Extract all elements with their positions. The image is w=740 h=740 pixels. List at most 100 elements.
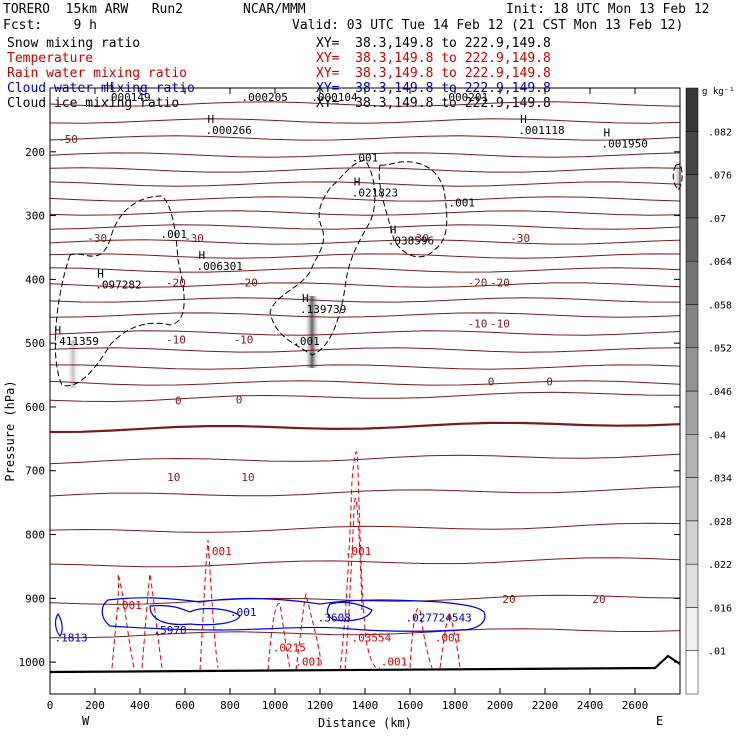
- cloud-ice-contour-west: [54, 195, 185, 387]
- temperature-isotherm-line: [49, 267, 681, 273]
- x-tick-label: 200: [85, 699, 105, 712]
- cloud-water-contour-west: [54, 612, 63, 638]
- temperature-isotherm-line: [49, 297, 681, 303]
- colorbar-swatch: [685, 131, 699, 175]
- x-tick-label: 1200: [307, 699, 334, 712]
- x-tick-label: 600: [175, 699, 195, 712]
- temperature-contour-label: -10: [234, 333, 254, 346]
- x-tick-label: 2000: [487, 699, 514, 712]
- field-name-snow: Snow mixing ratio: [7, 36, 141, 51]
- x-tick-label: 2600: [622, 699, 649, 712]
- temperature-isotherm-line: [49, 196, 681, 202]
- colorbar-tick-label: .01: [708, 647, 726, 658]
- liquid-contour-label: .0215: [273, 641, 306, 654]
- west-direction-label: W: [82, 714, 90, 728]
- temperature-contour-label: 10: [167, 471, 180, 484]
- temperature-contour-label: -20: [238, 277, 258, 290]
- temperature-isotherm-line: [49, 557, 681, 568]
- x-tick-label: 1600: [397, 699, 424, 712]
- x-tick-label: 1400: [352, 699, 379, 712]
- x-tick-label: 400: [130, 699, 150, 712]
- x-axis-label: Distance (km): [318, 716, 412, 730]
- y-tick-label: 600: [25, 401, 45, 414]
- liquid-contour-label: .001: [435, 632, 462, 645]
- liquid-contour-label: .5970: [154, 624, 187, 637]
- field-name-rain: Rain water mixing ratio: [7, 66, 188, 81]
- field-xy-temperature: XY= 38.3,149.8 to 222.9,149.8: [316, 51, 551, 66]
- liquid-contour-label: .03554: [352, 632, 392, 645]
- colorbar-swatch: [685, 520, 699, 565]
- x-tick-label: 2400: [577, 699, 604, 712]
- extremum-marker: H: [302, 292, 309, 305]
- y-tick-label: 400: [25, 273, 45, 286]
- temperature-isotherm-line: [49, 239, 681, 245]
- temperature-contour-label: -50: [58, 133, 78, 146]
- init-time-label: Init: 18 UTC Mon 13 Feb 12: [506, 2, 710, 17]
- temperature-isotherm-line: [49, 135, 681, 141]
- y-tick-label: 200: [25, 146, 45, 159]
- rain-contour-band: [111, 573, 135, 669]
- extremum-marker: H: [97, 267, 104, 280]
- temperature-isotherm-line: [49, 101, 681, 107]
- colorbar-tick-label: .076: [708, 171, 732, 182]
- colorbar-swatch: [685, 434, 699, 478]
- colorbar-tick-label: .028: [708, 517, 732, 528]
- liquid-contour-label: .001: [205, 545, 232, 558]
- extremum-value-label: .001: [449, 197, 476, 210]
- liquid-contour-label: .001: [381, 655, 408, 668]
- colorbar-tick-label: .016: [708, 603, 732, 614]
- colorbar-swatch: [685, 217, 699, 262]
- temperature-isotherm-line: [49, 253, 681, 259]
- field-xy-snow: XY= 38.3,149.8 to 222.9,149.8: [316, 36, 551, 51]
- temperature-isotherm-line: [49, 421, 681, 434]
- extremum-value-label: .038596: [388, 234, 434, 247]
- colorbar-swatch: [685, 87, 699, 132]
- temperature-isotherm-line: [49, 380, 681, 386]
- temperature-contour-label: -20: [490, 277, 510, 290]
- temperature-contour-label: -30: [87, 232, 107, 245]
- extremum-value-label: .001: [161, 228, 188, 241]
- x-tick-label: 1800: [442, 699, 469, 712]
- temperature-contour-label: -10: [490, 317, 510, 330]
- snow-west-shade: [66, 340, 80, 388]
- liquid-contour-label: .3608: [318, 611, 351, 624]
- temperature-isotherm-line: [49, 364, 681, 370]
- extremum-value-label: .000266: [206, 124, 252, 137]
- snow-shading: [66, 162, 682, 388]
- cloud-ice-contour-east: [378, 161, 448, 258]
- cloud-water-contours: [54, 597, 486, 638]
- colorbar-swatch: [685, 390, 699, 435]
- extremum-marker: H: [208, 113, 215, 126]
- colorbar-tick-label: .082: [708, 127, 732, 138]
- model-run-label: TORERO 15km ARW Run2: [3, 2, 184, 17]
- liquid-contour-label: .001: [115, 599, 142, 612]
- extremum-marker: H: [106, 80, 113, 93]
- extremum-value-label: .411359: [53, 335, 99, 348]
- field-name-temperature: Temperature: [7, 51, 94, 66]
- rain-contour-plume-2: [344, 497, 363, 671]
- rain-contour-band-2: [141, 573, 163, 669]
- extremum-value-label: .000149: [104, 91, 150, 104]
- temperature-contour-label: 0: [236, 393, 243, 406]
- colorbar-tick-label: .046: [708, 387, 732, 398]
- temperature-contour-label: -30: [184, 232, 204, 245]
- colorbar-swatch: [685, 304, 699, 348]
- extremum-marker: H: [354, 175, 361, 188]
- temperature-isotherm-line: [49, 224, 681, 230]
- temperature-isotherm-line: [49, 522, 681, 533]
- temperature-isotherm-line: [49, 330, 681, 336]
- cloud-water-contour-main: [101, 597, 486, 632]
- terrain-line: [49, 654, 681, 674]
- liquid-contour-label: .001: [230, 606, 257, 619]
- y-tick-label: 1000: [19, 656, 46, 669]
- temperature-isotherm-line: [49, 347, 681, 353]
- extremum-value-label: .000201: [442, 91, 488, 104]
- rain-contours: [111, 451, 461, 671]
- rain-contour-plume: [339, 451, 381, 671]
- y-tick-label: 300: [25, 210, 45, 223]
- plot-frame: [49, 87, 681, 695]
- extremum-value-label: .001: [352, 151, 379, 164]
- rain-contour-band-4: [267, 603, 291, 671]
- temperature-contour-label: -30: [510, 232, 530, 245]
